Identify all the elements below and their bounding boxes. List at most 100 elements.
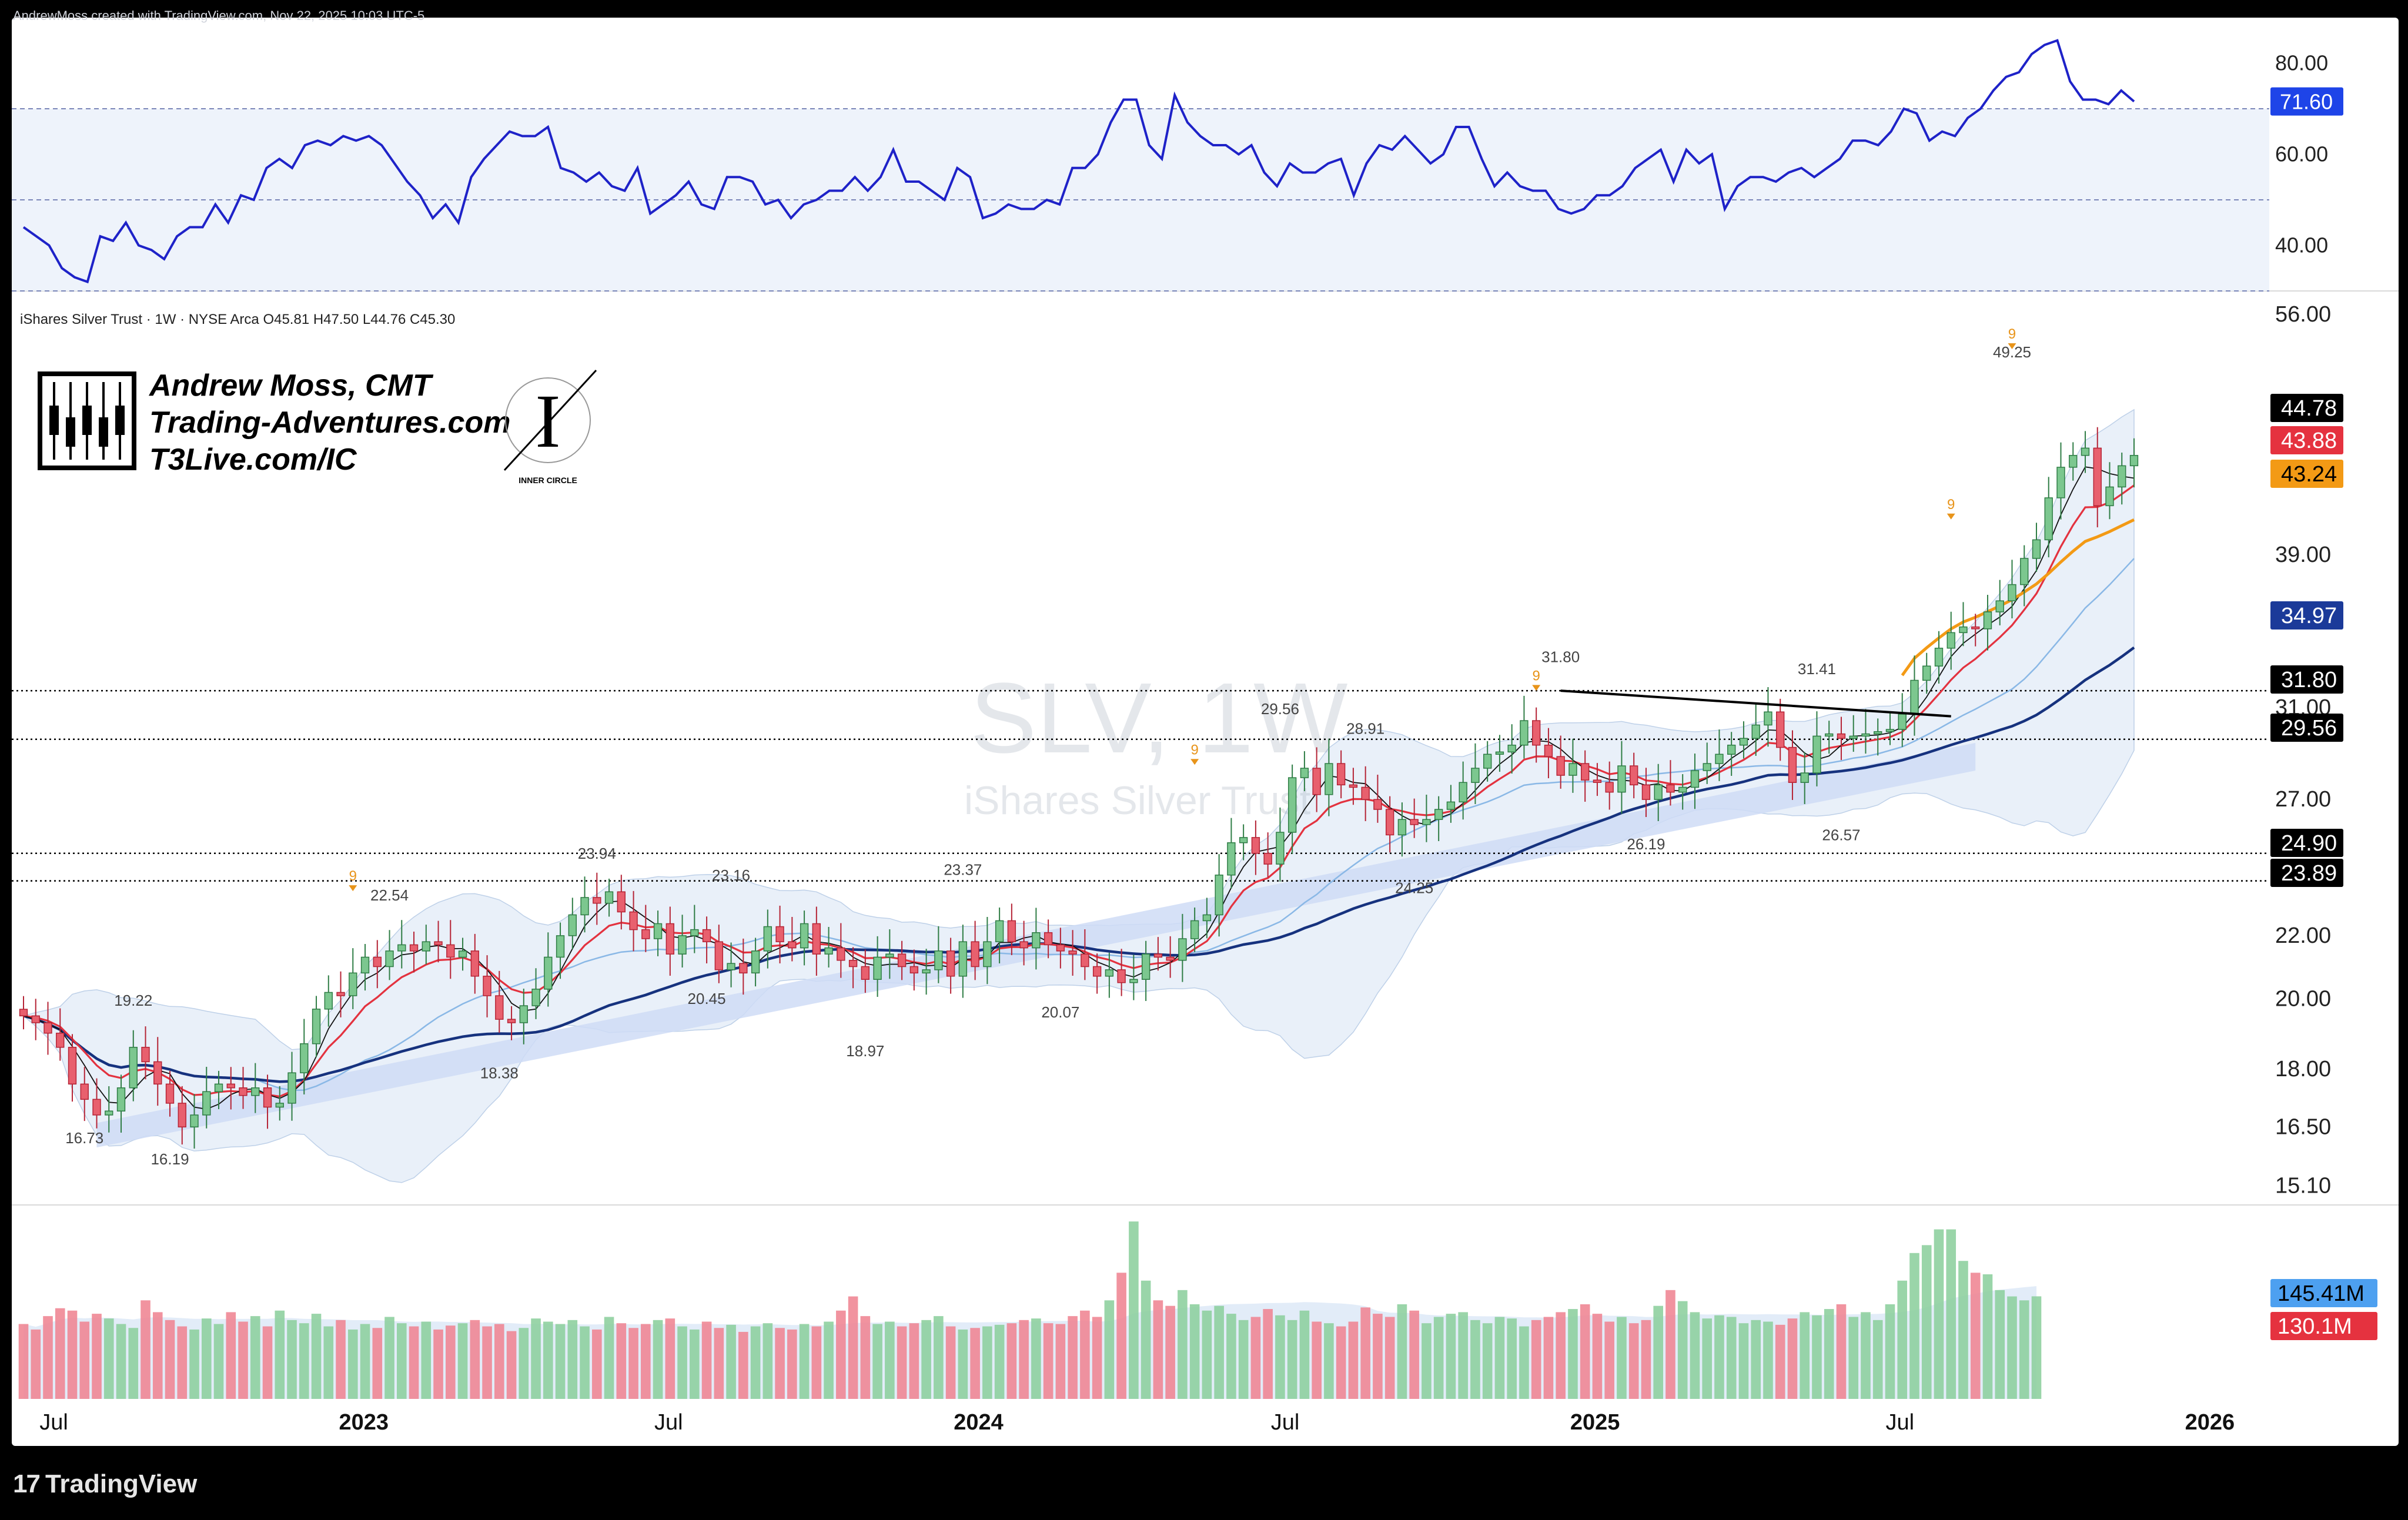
sma-40-line: [23, 646, 2135, 1083]
candle: [1153, 953, 1163, 958]
candle: [2056, 467, 2065, 498]
candle: [1471, 768, 1480, 783]
high-annotation: 31.41: [1798, 660, 1836, 678]
candle: [1263, 853, 1272, 865]
volume-bar: [1287, 1320, 1297, 1399]
volume-bar: [690, 1329, 700, 1399]
volume-bar: [433, 1329, 443, 1399]
volume-bar: [1568, 1309, 1578, 1399]
date-tick-label: 2024: [954, 1410, 1004, 1435]
volume-bar: [1238, 1320, 1249, 1399]
date-tick-label: Jul: [654, 1410, 683, 1435]
td-sequential-9: 9: [1190, 742, 1198, 758]
volume-bar: [580, 1326, 590, 1399]
volume-bar: [360, 1324, 370, 1399]
date-tick-label: Jul: [39, 1410, 68, 1435]
candle: [665, 923, 675, 955]
candle: [788, 941, 797, 949]
inner-circle-ring: [505, 377, 591, 463]
volume-bar: [1592, 1314, 1603, 1399]
branding-logo-candle: [49, 406, 59, 435]
volume-bar: [1068, 1316, 1078, 1399]
candle: [897, 953, 907, 967]
branding-line: T3Live.com/IC: [149, 443, 357, 477]
tradingview-logo[interactable]: 17 TradingView: [13, 1469, 197, 1499]
candle: [629, 911, 638, 930]
candle: [1166, 956, 1175, 961]
tradingview-brand: TradingView: [45, 1469, 198, 1498]
volume-bar: [787, 1329, 797, 1399]
candle: [1764, 711, 1772, 726]
candle: [1044, 932, 1053, 946]
price-label-ema: 43.88: [2281, 428, 2337, 453]
price-tick-label: 18.00: [2275, 1057, 2331, 1082]
candle: [1190, 920, 1199, 939]
candle: [1910, 679, 1919, 715]
candle: [983, 941, 992, 967]
volume-bar: [2007, 1296, 2017, 1399]
candle: [1434, 809, 1443, 820]
rsi-tick-label: 60.00: [2275, 142, 2328, 166]
candle: [1849, 735, 1858, 739]
candle: [800, 923, 809, 949]
volume-bar: [1885, 1304, 1895, 1399]
candle: [1861, 733, 1870, 737]
price-label-box: [2270, 829, 2343, 857]
volume-bar: [1726, 1317, 1737, 1399]
candle: [1593, 779, 1602, 783]
candle: [165, 1083, 175, 1104]
candle: [1703, 763, 1711, 771]
rsi-tick-label: 80.00: [2275, 51, 2328, 75]
low-annotation: 18.97: [846, 1042, 884, 1060]
volume-bar: [945, 1326, 956, 1399]
volume-bar: [1299, 1310, 1310, 1399]
volume-bar: [1934, 1229, 1944, 1399]
low-annotation: 26.57: [1822, 826, 1860, 843]
td-sequential-9: 9: [349, 868, 357, 884]
candle: [2081, 447, 2090, 456]
price-label-box: [2270, 859, 2343, 887]
volume-bar: [726, 1324, 736, 1399]
candle: [1361, 786, 1370, 800]
candle: [1129, 979, 1138, 983]
candle: [1995, 600, 2004, 612]
volume-bars: [18, 1221, 2042, 1399]
branding-logo-candle: [66, 417, 75, 447]
candle: [1800, 772, 1809, 783]
volume-bar: [1129, 1221, 1139, 1399]
candle: [1885, 729, 1895, 732]
volume-bar: [177, 1326, 188, 1399]
candle: [178, 1103, 186, 1128]
volume-bar: [165, 1320, 175, 1399]
volume-bar: [1226, 1314, 1236, 1399]
td-sequential-9: 9: [1947, 497, 1955, 513]
candle: [1751, 724, 1760, 739]
candle: [1410, 819, 1419, 825]
candle: [1715, 754, 1724, 764]
high-annotation: 23.37: [944, 861, 982, 879]
volume-bar: [1690, 1312, 1700, 1399]
branding-logo-candle: [115, 406, 125, 435]
candle: [1934, 647, 1944, 667]
volume-bar: [67, 1310, 78, 1399]
candle: [1837, 733, 1846, 739]
candle: [1422, 819, 1431, 825]
candle: [92, 1099, 101, 1116]
candle: [105, 1110, 113, 1116]
candle: [422, 941, 430, 952]
low-annotation: 26.19: [1627, 835, 1665, 853]
price-label-box: [2270, 460, 2343, 488]
candle: [80, 1083, 89, 1100]
candle: [1971, 626, 1980, 630]
high-annotation: 29.56: [1261, 700, 1299, 718]
volume-bar: [1433, 1317, 1444, 1399]
candle: [1788, 746, 1797, 783]
rsi-current-label: 71.60: [2280, 90, 2333, 114]
volume-bar: [592, 1329, 602, 1399]
tradingview-logo-icon: 17: [13, 1469, 41, 1498]
low-annotation: 18.38: [480, 1064, 519, 1082]
date-tick-label: Jul: [1885, 1410, 1914, 1435]
volume-bar: [116, 1324, 126, 1399]
volume-bar: [1519, 1326, 1529, 1399]
volume-bar: [1812, 1315, 1822, 1399]
